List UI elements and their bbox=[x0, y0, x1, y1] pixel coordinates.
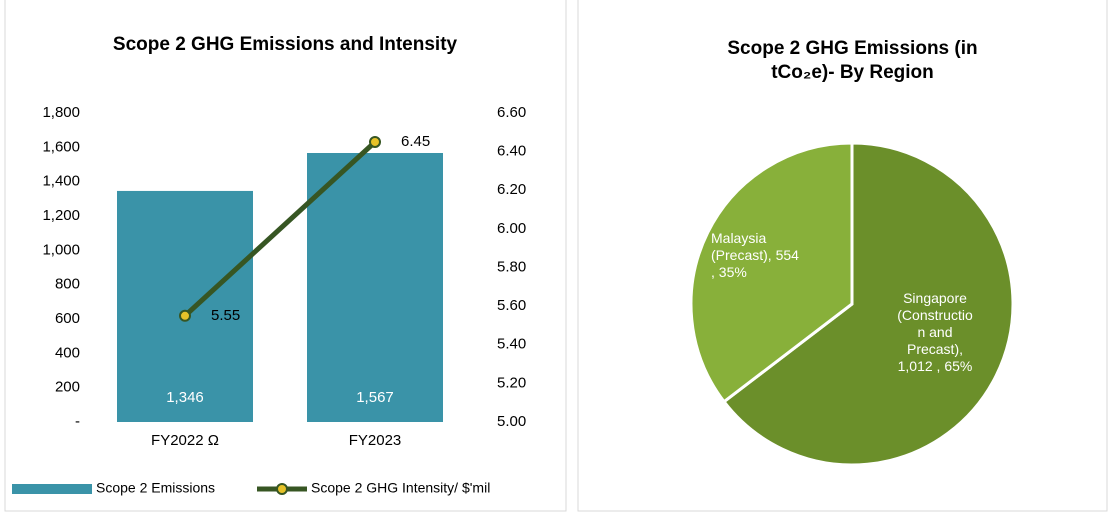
y2-tick-label: 5.40 bbox=[497, 336, 526, 353]
pie-label: Malaysia (Precast), 554 , 35% bbox=[711, 230, 799, 280]
legend-marker bbox=[276, 483, 288, 495]
bar-value-label: 1,346 bbox=[166, 389, 204, 406]
bar bbox=[117, 190, 253, 422]
legend-label: Scope 2 GHG Intensity/ $'mil bbox=[311, 480, 490, 496]
pie-label: Singapore (Construction and Precast), 1,… bbox=[897, 290, 973, 374]
panel bbox=[577, 0, 1108, 512]
y2-tick-label: 5.80 bbox=[497, 258, 526, 275]
y-tick-label: 1,600 bbox=[42, 138, 80, 155]
bar-value-label: 1,567 bbox=[356, 389, 394, 406]
y-tick-label: 800 bbox=[55, 276, 80, 293]
y-tick-label: 600 bbox=[55, 310, 80, 327]
pie-slice bbox=[721, 141, 1015, 467]
y-tick-label: 1,400 bbox=[42, 173, 80, 190]
y2-tick-label: 6.40 bbox=[497, 143, 526, 160]
chart-title: Scope 2 GHG Emissions (in tCo₂e)- By Reg… bbox=[727, 38, 978, 83]
panel bbox=[4, 0, 567, 512]
y2-tick-label: 5.20 bbox=[497, 374, 526, 391]
y2-tick-label: 6.00 bbox=[497, 220, 526, 237]
y2-tick-label: 5.00 bbox=[497, 413, 526, 430]
x-tick-label: FY2023 bbox=[349, 432, 402, 449]
x-tick-label: FY2022 Ω bbox=[151, 432, 219, 449]
chart-title: Scope 2 GHG Emissions and Intensity bbox=[112, 34, 458, 55]
bar bbox=[307, 152, 443, 422]
y2-tick-label: 5.60 bbox=[497, 297, 526, 314]
y-tick-label: 400 bbox=[55, 344, 80, 361]
pie-slice bbox=[689, 141, 854, 404]
y-tick-label: 200 bbox=[55, 379, 80, 396]
y-tick-label: - bbox=[75, 413, 80, 430]
line-marker bbox=[369, 135, 381, 148]
legend-label: Scope 2 Emissions bbox=[96, 480, 215, 496]
legend-swatch bbox=[12, 484, 92, 494]
y2-tick-label: 6.60 bbox=[497, 104, 526, 121]
y-tick-label: 1,200 bbox=[42, 207, 80, 224]
y2-tick-label: 6.20 bbox=[497, 181, 526, 198]
y-tick-label: 1,800 bbox=[42, 104, 80, 121]
line-marker bbox=[179, 309, 191, 322]
line bbox=[183, 140, 377, 318]
line-value-label: 5.55 bbox=[211, 307, 240, 324]
y-tick-label: 1,000 bbox=[42, 241, 80, 258]
line-value-label: 6.45 bbox=[401, 133, 430, 150]
